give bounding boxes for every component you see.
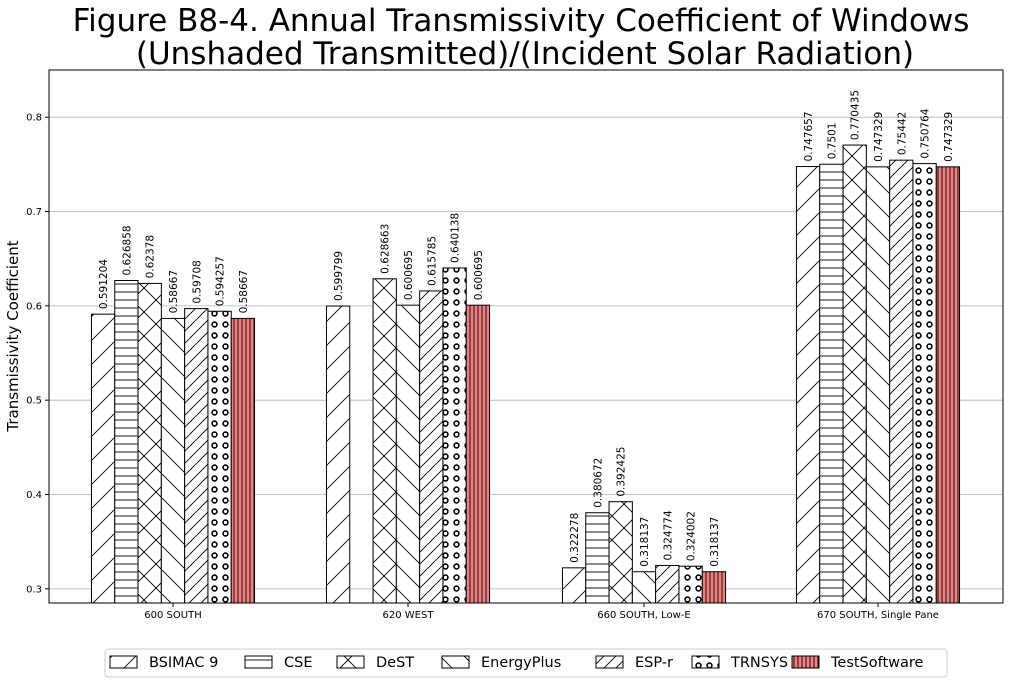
bar xyxy=(372,278,397,604)
bar xyxy=(865,166,891,604)
bar xyxy=(631,571,657,604)
legend-box xyxy=(104,648,948,678)
x-tick-label: 660 SOUTH, Low-E xyxy=(597,610,690,621)
data-label: 0.392425 xyxy=(616,447,628,497)
bar xyxy=(842,144,867,604)
legend: BSIMAC 9 CSE DeST EnergyPlus ESP-r TRNSYS Test… xyxy=(104,648,948,678)
bar xyxy=(137,282,162,604)
data-label: 0.58667 xyxy=(168,270,180,313)
bar xyxy=(160,317,186,604)
chart-title-line-1: Figure B8-4. Annual Transmissivity Coeff… xyxy=(73,3,970,39)
legend-label: DeST xyxy=(376,655,414,671)
x-tick-label: 670 SOUTH, Single Pane xyxy=(817,610,939,621)
legend-label: CSE xyxy=(284,655,313,671)
legend-swatch xyxy=(441,655,470,669)
bars xyxy=(90,144,961,604)
data-label: 0.628663 xyxy=(380,224,392,274)
bar xyxy=(90,313,116,604)
bar xyxy=(585,512,610,604)
data-label: 0.770435 xyxy=(850,90,862,140)
legend-label: EnergyPlus xyxy=(481,655,561,671)
y-tick-label: 0.8 xyxy=(26,113,42,124)
bar xyxy=(184,308,209,604)
data-label: 0.59708 xyxy=(191,260,203,303)
data-label: 0.750764 xyxy=(920,108,932,158)
data-label: 0.640138 xyxy=(450,213,462,263)
legend-swatch xyxy=(336,655,365,669)
data-label: 0.58667 xyxy=(238,270,250,313)
data-label: 0.626858 xyxy=(121,225,133,275)
bar xyxy=(419,290,444,604)
data-label: 0.591204 xyxy=(98,259,110,309)
bar xyxy=(442,267,467,604)
bar xyxy=(608,501,633,604)
data-label: 0.324002 xyxy=(686,511,698,561)
data-labels: 0.591204 0.626858 0.62378 0.58667 0.59708 0.5… xyxy=(98,90,955,567)
x-axis-ticks: 600 SOUTH 620 WEST 660 SOUTH, Low-E 670 SOU… xyxy=(144,603,939,621)
plot-frame xyxy=(48,69,1004,604)
data-label: 0.747329 xyxy=(943,112,955,162)
legend-label: ESP-r xyxy=(635,655,673,671)
bar xyxy=(912,163,937,604)
bar xyxy=(230,317,256,604)
data-label: 0.594257 xyxy=(215,256,227,306)
x-tick-label: 620 WEST xyxy=(383,610,435,621)
y-tick-label: 0.7 xyxy=(26,207,42,218)
y-axis-ticks: 0.3 0.4 0.5 0.6 0.7 0.8 xyxy=(26,113,49,595)
y-axis-label: Transmissivity Coefficient xyxy=(4,240,22,432)
data-label: 0.747657 xyxy=(803,111,815,161)
bar xyxy=(935,166,961,604)
bar xyxy=(207,310,232,604)
legend-swatch xyxy=(791,655,820,669)
bar xyxy=(678,565,703,604)
data-label: 0.380672 xyxy=(592,458,604,508)
bar xyxy=(561,567,587,604)
data-label: 0.600695 xyxy=(473,250,485,300)
data-label: 0.599799 xyxy=(333,251,345,301)
data-label: 0.318137 xyxy=(709,517,721,567)
data-label: 0.62378 xyxy=(145,235,157,278)
bar xyxy=(114,280,139,604)
data-label: 0.318137 xyxy=(639,517,651,567)
legend-label: TestSoftware xyxy=(830,655,924,671)
bar xyxy=(465,304,491,604)
data-label: 0.615785 xyxy=(426,236,438,286)
legend-swatch xyxy=(244,655,273,669)
bar xyxy=(795,166,821,604)
legend-label: TRNSYS xyxy=(730,655,788,671)
bar xyxy=(395,304,421,604)
legend-swatch xyxy=(109,655,138,669)
bar xyxy=(655,564,680,604)
y-tick-label: 0.3 xyxy=(26,584,42,595)
data-label: 0.7501 xyxy=(826,122,838,159)
chart-title-line-2: (Unshaded Transmitted)/(Incident Solar R… xyxy=(136,36,914,72)
data-label: 0.747329 xyxy=(873,112,885,162)
legend-label: BSIMAC 9 xyxy=(149,655,218,671)
y-tick-label: 0.6 xyxy=(26,301,42,312)
y-tick-label: 0.4 xyxy=(26,490,42,501)
bar xyxy=(819,163,844,604)
x-tick-label: 600 SOUTH xyxy=(144,610,201,621)
bar xyxy=(325,305,351,604)
y-tick-label: 0.5 xyxy=(26,396,42,407)
bar xyxy=(701,571,727,604)
legend-swatch xyxy=(691,655,720,669)
data-label: 0.324774 xyxy=(662,510,674,560)
legend-swatch xyxy=(595,655,624,669)
data-label: 0.600695 xyxy=(403,250,415,300)
data-label: 0.322278 xyxy=(569,513,581,563)
data-label: 0.75442 xyxy=(896,112,908,155)
bar xyxy=(889,159,914,604)
